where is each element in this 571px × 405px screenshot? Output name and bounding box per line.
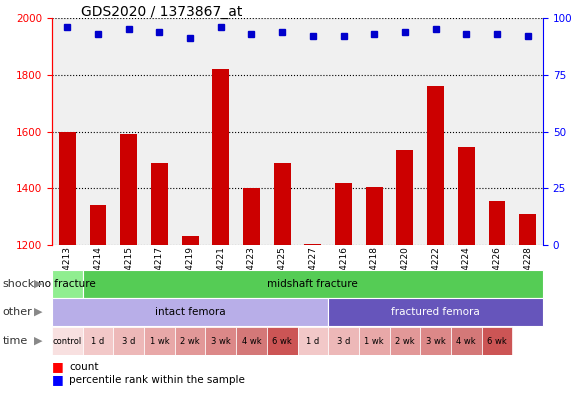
Text: midshaft fracture: midshaft fracture: [267, 279, 358, 289]
Bar: [458, 147, 475, 245]
Bar: [451, 327, 481, 355]
Text: ▶: ▶: [34, 336, 42, 346]
Text: 1 wk: 1 wk: [150, 337, 169, 345]
Bar: [420, 327, 451, 355]
Bar: [328, 327, 359, 355]
Bar: [427, 86, 444, 245]
Text: time: time: [3, 336, 28, 346]
Text: 2 wk: 2 wk: [180, 337, 200, 345]
Bar: [236, 327, 267, 355]
Bar: [83, 327, 114, 355]
Bar: [481, 327, 512, 355]
Bar: [396, 150, 413, 245]
Bar: [59, 132, 76, 245]
Bar: [114, 327, 144, 355]
Bar: [389, 327, 420, 355]
Text: intact femora: intact femora: [155, 307, 226, 317]
Bar: [274, 163, 291, 245]
Bar: [304, 243, 321, 245]
Text: 4 wk: 4 wk: [456, 337, 476, 345]
Bar: [151, 163, 168, 245]
Text: other: other: [3, 307, 33, 317]
Text: GDS2020 / 1373867_at: GDS2020 / 1373867_at: [81, 5, 242, 19]
Text: 1 d: 1 d: [91, 337, 104, 345]
Text: fractured femora: fractured femora: [391, 307, 480, 317]
Text: no fracture: no fracture: [38, 279, 96, 289]
Text: ▶: ▶: [34, 279, 42, 289]
Bar: [182, 237, 199, 245]
Bar: [519, 214, 536, 245]
Text: 3 wk: 3 wk: [211, 337, 231, 345]
Text: 6 wk: 6 wk: [272, 337, 292, 345]
Bar: [120, 134, 137, 245]
Text: percentile rank within the sample: percentile rank within the sample: [69, 375, 245, 385]
Bar: [212, 69, 229, 245]
Bar: [328, 298, 543, 326]
Text: 4 wk: 4 wk: [242, 337, 262, 345]
Bar: [52, 298, 328, 326]
Text: ■: ■: [52, 360, 64, 373]
Text: control: control: [53, 337, 82, 345]
Text: 3 wk: 3 wk: [426, 337, 445, 345]
Text: 3 d: 3 d: [122, 337, 135, 345]
Bar: [359, 327, 389, 355]
Bar: [243, 188, 260, 245]
Bar: [206, 327, 236, 355]
Bar: [267, 327, 297, 355]
Text: 3 d: 3 d: [337, 337, 350, 345]
Text: ■: ■: [52, 373, 64, 386]
Text: count: count: [69, 362, 99, 372]
Bar: [335, 183, 352, 245]
Bar: [52, 327, 83, 355]
Bar: [144, 327, 175, 355]
Bar: [175, 327, 206, 355]
Text: 1 d: 1 d: [306, 337, 319, 345]
Bar: [52, 270, 83, 298]
Bar: [489, 201, 505, 245]
Text: ▶: ▶: [34, 307, 42, 317]
Text: shock: shock: [3, 279, 35, 289]
Text: 1 wk: 1 wk: [364, 337, 384, 345]
Bar: [90, 205, 106, 245]
Bar: [297, 327, 328, 355]
Text: 2 wk: 2 wk: [395, 337, 415, 345]
Bar: [366, 187, 383, 245]
Text: 6 wk: 6 wk: [487, 337, 507, 345]
